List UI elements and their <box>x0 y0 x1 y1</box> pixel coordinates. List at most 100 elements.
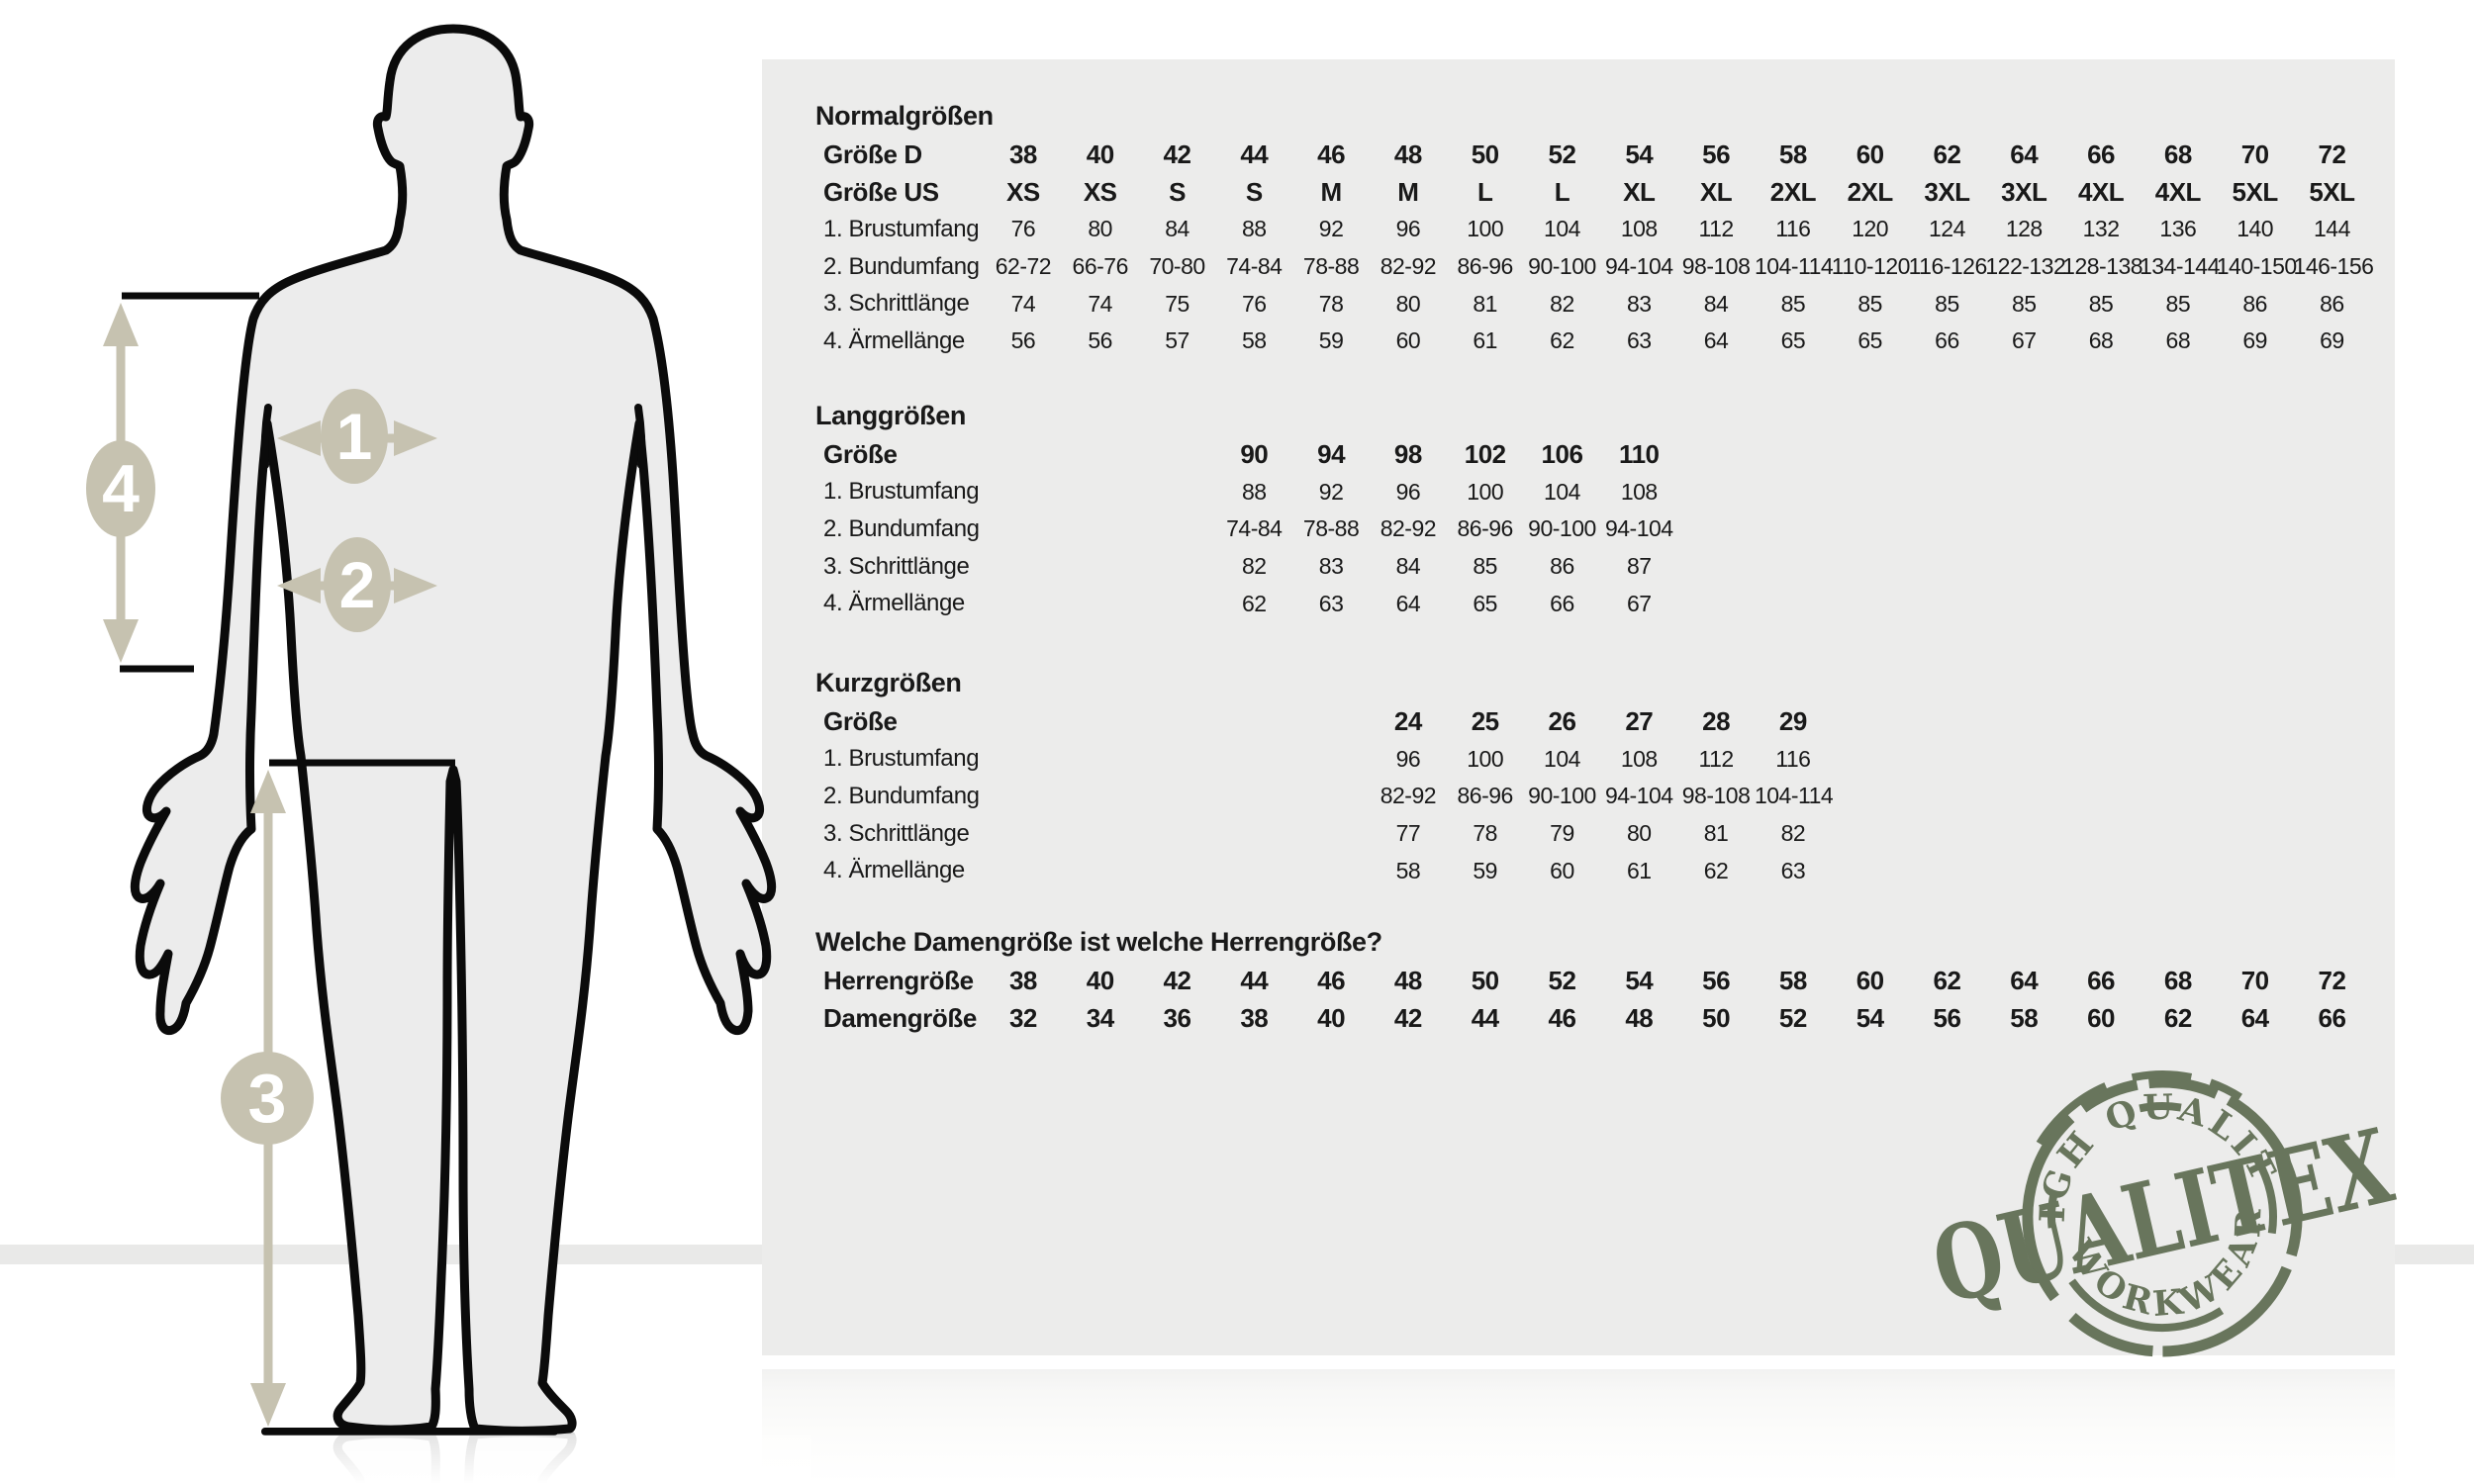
cell-value: 25 <box>1471 706 1499 737</box>
cell-value: 76 <box>1010 216 1036 242</box>
row-label: 2. Bundumfang <box>823 514 980 542</box>
cell-value: 40 <box>1317 1002 1346 1033</box>
cell-value: 67 <box>1626 590 1652 616</box>
cell-value: 64 <box>1395 590 1421 616</box>
cell-value: 56 <box>1702 139 1731 170</box>
row-label: 3. Schrittlänge <box>823 290 970 318</box>
stamp-outer-ring-2 <box>2036 1070 2243 1147</box>
cell-value: 58 <box>1778 966 1807 996</box>
cell-value: 28 <box>1702 706 1731 737</box>
stamp-outer-ring <box>2022 1076 2303 1357</box>
cell-value: 86-96 <box>1457 253 1514 280</box>
table-row: 2. Bundumfang 74-84 78-88 82-92 86-96 90-100 9… <box>815 510 2379 548</box>
row-label: 1. Brustumfang <box>823 215 980 242</box>
cell-value: 104 <box>1544 745 1580 772</box>
row-label: Größe <box>823 439 898 470</box>
cell-value: 84 <box>1703 290 1729 317</box>
cell-value: 64 <box>2010 966 2039 996</box>
reflection-fade <box>0 1435 811 1484</box>
cell-value: 48 <box>1393 966 1422 996</box>
cell-value: 104-114 <box>1754 783 1834 809</box>
cell-value: 57 <box>1165 327 1189 354</box>
badge-4 <box>86 440 155 537</box>
table-row: 2. Bundumfang 82-92 86-96 90-100 94-104 98-10… <box>815 778 2379 815</box>
table-title: Normalgrößen <box>815 101 994 131</box>
cell-value: 98-108 <box>1681 253 1751 280</box>
cell-value: 88 <box>1241 216 1267 242</box>
table-row: 2. Bundumfang 62-72 66-76 70-80 74-84 78-88 82… <box>815 248 2379 286</box>
cell-value: 36 <box>1163 1002 1191 1033</box>
size-tables: Normalgrößen Größe D 38 40 42 44 46 48 50 52 54 56 5… <box>815 59 2399 1355</box>
cell-value: 44 <box>1471 1002 1499 1033</box>
measurement-figure: 4 1 2 3 <box>0 24 811 1484</box>
cell-value: 40 <box>1086 139 1114 170</box>
cell-value: 66-76 <box>1072 253 1129 280</box>
row-label: 3. Schrittlänge <box>823 552 970 580</box>
table-row: 1. Brustumfang 76 80 84 88 92 96 100 104 108 112 11… <box>815 211 2379 248</box>
panel-reflection <box>762 1369 2395 1484</box>
cell-value: 62 <box>2163 1002 2192 1033</box>
cell-value: 108 <box>1620 216 1658 242</box>
cell-value: 54 <box>1625 966 1654 996</box>
cell-value: XL <box>1623 176 1656 207</box>
cell-value: 92 <box>1318 478 1344 505</box>
cell-value: 104 <box>1544 478 1580 505</box>
cell-value: L <box>1554 176 1570 207</box>
cell-value: 61 <box>1473 327 1497 354</box>
cell-value: 140-150 <box>2216 253 2297 280</box>
cell-value: 85 <box>1473 553 1497 580</box>
cell-value: 86 <box>2242 290 2267 317</box>
cell-value: 84 <box>1395 553 1421 580</box>
cell-value: 85 <box>2088 290 2114 317</box>
cell-value: 74 <box>1088 290 1112 317</box>
cell-value: 62 <box>1703 857 1729 883</box>
table-row: 3. Schrittlänge 74 74 75 76 78 80 81 82 83 84 85 85 8… <box>815 285 2379 323</box>
cell-value: 56 <box>1933 1002 1961 1033</box>
row-label: Größe <box>823 706 898 737</box>
cell-value: 3XL <box>2001 176 2047 207</box>
cell-value: 94-104 <box>1604 783 1673 809</box>
cell-value: 82-92 <box>1380 783 1437 809</box>
cell-value: 94-104 <box>1604 515 1673 542</box>
cell-value: 98-108 <box>1681 783 1751 809</box>
cell-value: 78 <box>1473 820 1497 847</box>
cell-value: 100 <box>1467 745 1504 772</box>
cell-value: 59 <box>1473 857 1497 883</box>
right-armpit-line <box>634 404 646 469</box>
badge-2-label: 2 <box>339 548 376 621</box>
cell-value: 112 <box>1698 216 1734 242</box>
cell-value: 78-88 <box>1302 515 1360 542</box>
cell-value: 128-138 <box>2062 253 2143 280</box>
cell-value: 65 <box>1857 327 1882 354</box>
cell-value: 66 <box>2087 139 2116 170</box>
cell-value: 86-96 <box>1457 515 1514 542</box>
cell-value: 50 <box>1471 966 1499 996</box>
cell-value: 74-84 <box>1226 253 1283 280</box>
cell-value: 69 <box>2320 327 2344 354</box>
cell-value: 78-88 <box>1302 253 1360 280</box>
cell-value: 52 <box>1548 139 1576 170</box>
badge-1-label: 1 <box>336 400 373 473</box>
table-row: Damengröße 32 34 36 38 40 42 44 46 48 50 52 54 56 58 60… <box>815 1000 2379 1038</box>
row-label: Größe D <box>823 139 922 170</box>
cell-value: 140 <box>2236 216 2274 242</box>
cell-value: 68 <box>2088 327 2114 354</box>
cell-value: 116 <box>1775 216 1811 242</box>
cell-value: 48 <box>1393 139 1422 170</box>
cell-value: 32 <box>1008 1002 1037 1033</box>
cell-value: 84 <box>1165 216 1189 242</box>
row-label: 2. Bundumfang <box>823 782 980 809</box>
cell-value: 56 <box>1010 327 1036 354</box>
cell-value: 42 <box>1393 1002 1422 1033</box>
row-label: 4. Ärmellänge <box>823 590 965 617</box>
table-row: Größe US XS XS S S M M L L XL XL 2XL 2XL 3XL 3XL 4XL 4XL… <box>815 174 2379 212</box>
table-title: Langgrößen <box>815 401 966 430</box>
cell-value: M <box>1397 176 1419 207</box>
table-title: Kurzgrößen <box>815 668 962 697</box>
cell-value: 58 <box>1778 139 1807 170</box>
cell-value: 83 <box>1318 553 1344 580</box>
cell-value: 42 <box>1163 966 1191 996</box>
cell-value: XL <box>1699 176 1733 207</box>
cell-value: 63 <box>1318 590 1344 616</box>
cell-value: 34 <box>1086 1002 1114 1033</box>
